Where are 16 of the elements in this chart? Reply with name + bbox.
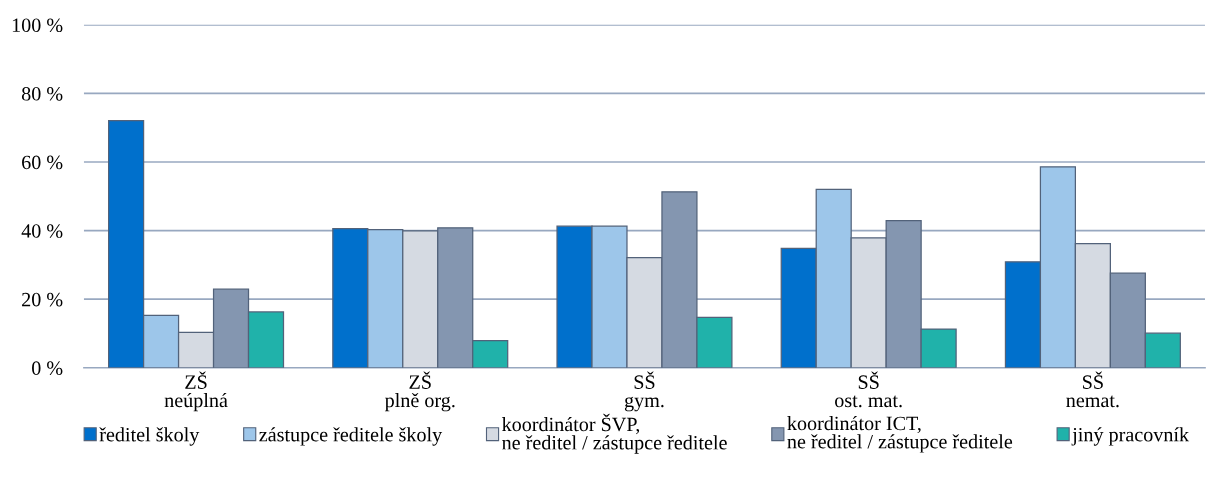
y-tick-label: 0 % [32,361,63,376]
legend-label: koordinátor ICT, ne ředitel / zástupce ředitele [787,416,1013,453]
y-tick-label: 60 % [22,155,63,170]
y-tick-label: 20 % [22,292,63,307]
x-tick-label: ZŠ plně org. [384,371,455,412]
x-tick-label: ZŠ neúplná [164,371,228,412]
legend-label: jiný pracovník [1071,427,1190,446]
legend-label: koordinátor ŠVP, ne ředitel / zástupce ředitele [501,413,727,454]
legend-label: zástupce ředitele školy [259,427,443,446]
y-tick-label: 100 % [12,18,63,33]
legend-label: ředitel školy [99,427,200,446]
x-tick-label: SŠ nemat. [1066,371,1119,408]
x-tick-label: SŠ gym. [624,371,664,412]
y-tick-label: 40 % [21,224,63,238]
y-tick-label: 80 % [21,87,63,101]
x-tick-label: SŠ ost. mat. [835,371,902,408]
